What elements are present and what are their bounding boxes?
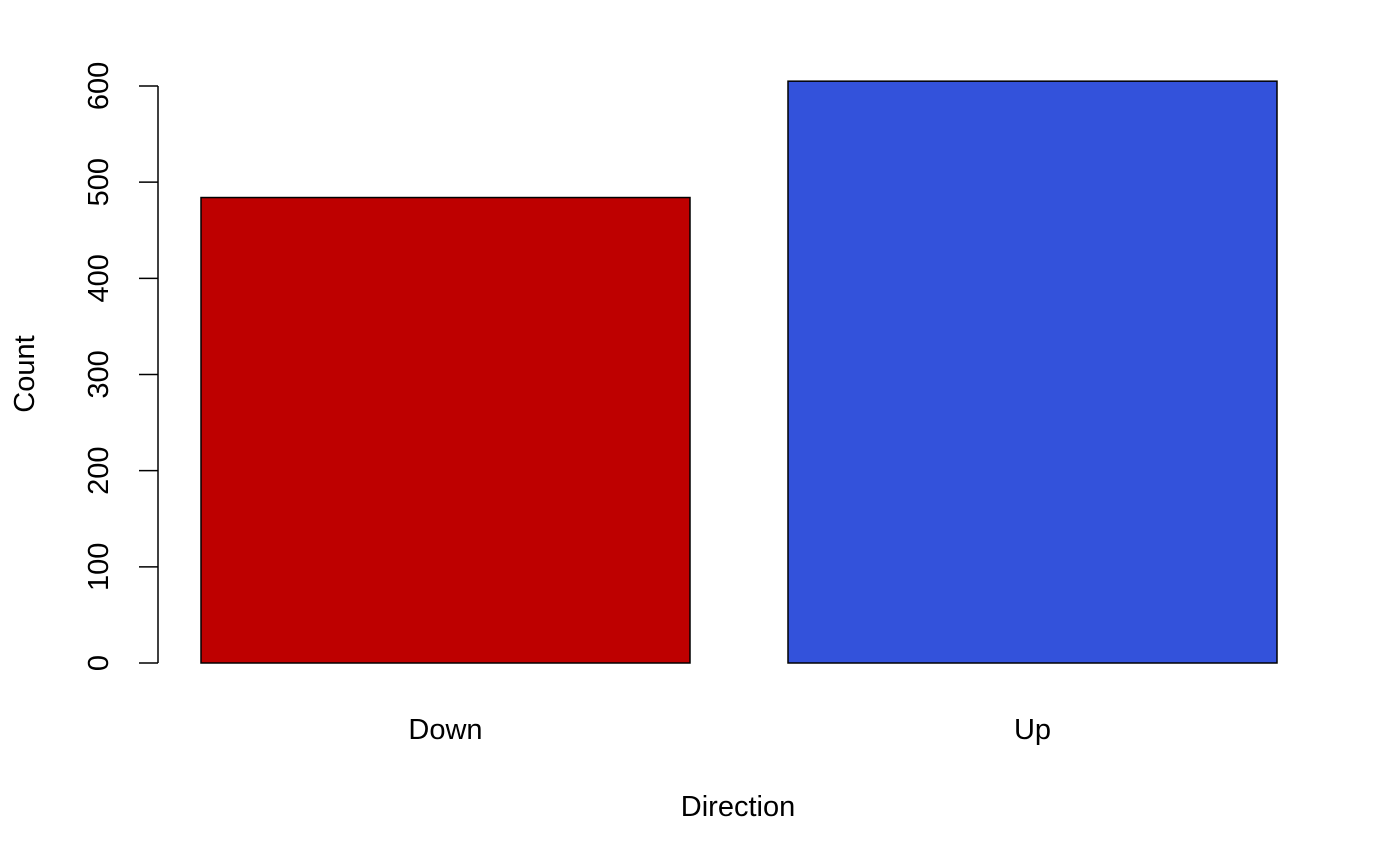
y-tick-label: 500 bbox=[83, 158, 115, 206]
y-tick-label: 600 bbox=[83, 62, 115, 110]
bar-down bbox=[200, 196, 691, 664]
y-tick-label: 100 bbox=[83, 543, 115, 591]
y-axis: 0 100 200 300 400 500 600 bbox=[83, 62, 159, 671]
x-tick-label-down: Down bbox=[408, 714, 482, 746]
y-tick-label: 0 bbox=[83, 655, 115, 671]
y-axis-title: Count bbox=[9, 335, 41, 412]
x-tick-label-up: Up bbox=[1014, 714, 1051, 746]
x-axis-labels: Down Up bbox=[408, 714, 1051, 746]
x-axis-title: Direction bbox=[681, 791, 795, 823]
y-tick-label: 400 bbox=[83, 254, 115, 302]
bar-up bbox=[787, 80, 1278, 664]
bars bbox=[200, 80, 1278, 664]
y-tick-label: 200 bbox=[83, 446, 115, 494]
y-tick-label: 300 bbox=[83, 350, 115, 398]
